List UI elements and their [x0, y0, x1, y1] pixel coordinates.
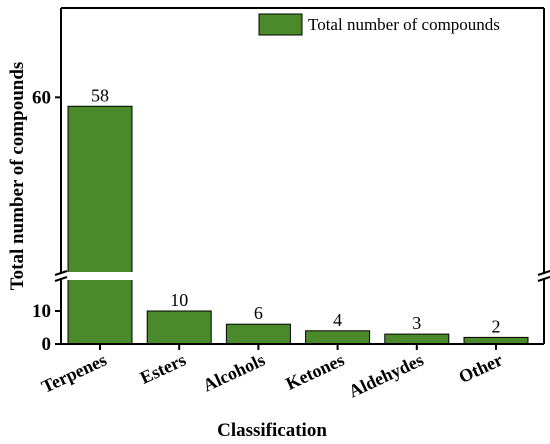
- category-label-alcohols: Alcohols: [200, 349, 268, 395]
- break-mark-right-bottom: [537, 276, 550, 282]
- value-label-other: 2: [492, 316, 501, 336]
- y-ticks: 0 10 60: [32, 87, 61, 355]
- bar-alcohols: [225, 323, 291, 345]
- value-label-esters: 10: [170, 290, 188, 310]
- axis-break-marks: [54, 270, 550, 282]
- category-label-ketones: Ketones: [283, 349, 348, 393]
- category-label-esters: Esters: [137, 349, 189, 387]
- category-label-terpenes: Terpenes: [38, 349, 109, 396]
- break-mark-left-bottom: [54, 276, 68, 282]
- axis-break-gap: [50, 272, 550, 280]
- y-tick-label-0: 0: [42, 334, 52, 355]
- legend: Total number of compounds: [258, 13, 500, 36]
- bar-esters: [146, 310, 212, 345]
- value-label-alcohols: 6: [254, 303, 263, 323]
- x-ticks: [99, 344, 497, 350]
- y-axis-title: Total number of compounds: [7, 62, 28, 291]
- y-tick-label-10: 10: [32, 301, 51, 322]
- bar-terpenes: [67, 105, 133, 345]
- break-mark-left-top: [54, 270, 68, 276]
- x-axis-title: Classification: [217, 420, 327, 441]
- legend-label: Total number of compounds: [308, 15, 500, 34]
- value-label-terpenes: 58: [91, 85, 109, 105]
- y-tick-label-60: 60: [32, 87, 51, 108]
- bar-aldehydes: [384, 333, 450, 345]
- category-label-aldehydes: Aldehydes: [346, 349, 427, 401]
- bars: [67, 105, 529, 345]
- break-mark-right-top: [537, 270, 550, 276]
- category-label-other: Other: [456, 349, 506, 387]
- plot-frame: [60, 7, 545, 345]
- legend-swatch: [258, 13, 303, 36]
- value-label-ketones: 4: [333, 310, 342, 330]
- bar-ketones: [305, 330, 371, 345]
- value-label-aldehydes: 3: [412, 313, 421, 333]
- value-labels: 58 10 6 4 3 2: [91, 85, 501, 336]
